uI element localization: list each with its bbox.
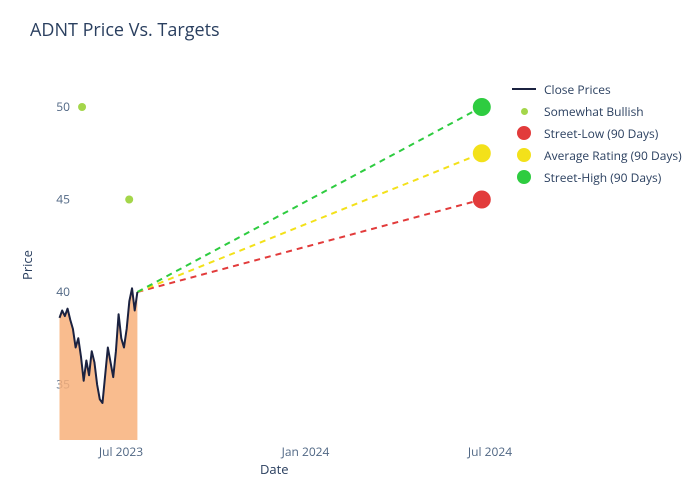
series [60, 98, 491, 440]
legend-swatch [510, 88, 538, 90]
chart-container: ADNT Price Vs. Targets Price Date 354045… [0, 0, 700, 500]
legend-label: Somewhat Bullish [544, 103, 644, 120]
svg-text:Jul 2023: Jul 2023 [98, 443, 143, 460]
chart-svg: 35404550 Jul 2023Jan 2024Jul 2024 [0, 0, 700, 500]
legend-label: Close Prices [544, 81, 611, 98]
legend-label: Street-Low (90 Days) [544, 125, 658, 142]
legend-swatch [510, 148, 538, 162]
legend-item[interactable]: Average Rating (90 Days) [510, 146, 682, 164]
legend-label: Average Rating (90 Days) [544, 147, 682, 164]
legend-swatch [510, 108, 538, 115]
svg-text:40: 40 [56, 283, 70, 300]
legend-item[interactable]: Street-Low (90 Days) [510, 124, 682, 142]
legend-item[interactable]: Somewhat Bullish [510, 102, 682, 120]
svg-text:Jan 2024: Jan 2024 [281, 443, 330, 460]
x-ticks: Jul 2023 Jan 2024 Jul 2024 [98, 443, 512, 460]
legend: Close Prices Somewhat Bullish Street-Low (… [510, 80, 682, 190]
legend-swatch [510, 170, 538, 184]
legend-swatch [510, 126, 538, 140]
svg-text:50: 50 [56, 98, 70, 115]
legend-item[interactable]: Street-High (90 Days) [510, 168, 682, 186]
legend-label: Street-High (90 Days) [544, 169, 661, 186]
svg-text:45: 45 [56, 191, 70, 208]
svg-text:Jul 2024: Jul 2024 [467, 443, 512, 460]
legend-item[interactable]: Close Prices [510, 80, 682, 98]
